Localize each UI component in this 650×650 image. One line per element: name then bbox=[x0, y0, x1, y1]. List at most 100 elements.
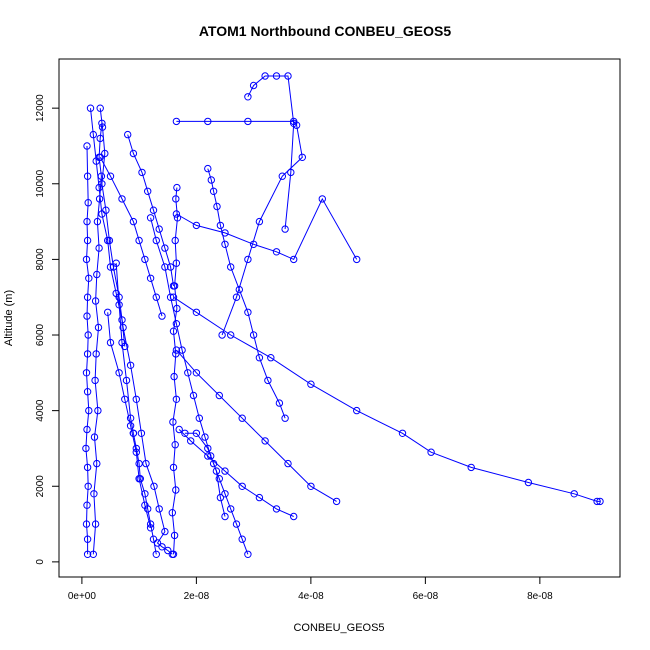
data-point bbox=[92, 350, 100, 358]
series-line bbox=[207, 168, 286, 419]
data-point bbox=[112, 259, 120, 267]
data-point bbox=[101, 149, 109, 158]
data-point bbox=[146, 214, 155, 222]
data-point bbox=[221, 512, 229, 521]
series-line bbox=[150, 217, 226, 517]
series-line bbox=[99, 157, 163, 317]
data-point bbox=[192, 429, 201, 437]
data-point bbox=[169, 418, 177, 426]
data-point bbox=[272, 505, 281, 513]
y-tick-label: 8000 bbox=[35, 248, 46, 271]
data-point bbox=[275, 399, 284, 407]
data-point bbox=[290, 119, 298, 128]
y-tick-label: 2000 bbox=[35, 475, 46, 498]
series-line bbox=[173, 296, 600, 502]
data-point bbox=[112, 289, 120, 298]
data-point bbox=[141, 501, 149, 509]
series-line bbox=[247, 75, 295, 230]
series-line bbox=[92, 123, 103, 555]
data-point bbox=[267, 354, 275, 362]
data-point bbox=[172, 486, 180, 494]
data-point bbox=[94, 406, 102, 415]
x-tick-label: 0e+00 bbox=[68, 591, 97, 602]
x-axis-label: CONBEU_GEOS5 bbox=[293, 622, 384, 634]
data-point bbox=[281, 225, 289, 233]
data-point bbox=[83, 172, 92, 180]
data-point bbox=[83, 550, 92, 558]
series-line bbox=[90, 108, 126, 347]
data-point bbox=[152, 293, 161, 301]
data-point bbox=[126, 361, 135, 369]
y-tick-label: 4000 bbox=[35, 399, 46, 422]
data-point bbox=[244, 550, 252, 558]
data-point bbox=[146, 274, 155, 282]
data-point bbox=[204, 164, 212, 173]
data-point bbox=[169, 550, 178, 558]
data-point bbox=[118, 316, 126, 324]
data-point bbox=[215, 391, 224, 400]
data-point bbox=[155, 225, 163, 233]
data-point bbox=[284, 459, 292, 468]
data-point bbox=[166, 263, 175, 271]
data-point bbox=[290, 512, 298, 521]
data-point bbox=[152, 550, 161, 558]
data-point bbox=[192, 221, 201, 230]
data-point bbox=[84, 331, 92, 339]
data-point bbox=[249, 331, 258, 339]
data-point bbox=[215, 475, 224, 483]
series-line bbox=[176, 349, 337, 502]
data-point bbox=[83, 236, 92, 245]
data-point bbox=[83, 535, 92, 543]
y-axis-label: Altitude (m) bbox=[3, 290, 15, 346]
data-point bbox=[172, 117, 181, 126]
data-point bbox=[161, 263, 169, 271]
data-point bbox=[122, 376, 131, 385]
data-point bbox=[93, 217, 102, 226]
data-point bbox=[135, 236, 143, 245]
x-axis: 0e+00 2e-08 4e-08 6e-08 8e-08 bbox=[68, 577, 553, 602]
data-point bbox=[284, 72, 292, 80]
data-point bbox=[126, 422, 135, 430]
data-point bbox=[187, 437, 195, 445]
data-point bbox=[89, 130, 98, 139]
series-line bbox=[176, 120, 303, 336]
data-point bbox=[221, 490, 229, 498]
data-point bbox=[307, 380, 315, 388]
series-line bbox=[99, 108, 173, 555]
series-line bbox=[171, 187, 179, 555]
data-point bbox=[124, 130, 132, 139]
plot-area bbox=[82, 72, 604, 558]
data-point bbox=[149, 535, 158, 543]
data-point bbox=[85, 274, 93, 282]
data-point bbox=[244, 93, 252, 101]
data-point bbox=[261, 72, 269, 80]
data-point bbox=[91, 376, 99, 385]
data-point bbox=[593, 497, 601, 506]
data-point bbox=[121, 342, 129, 351]
data-point bbox=[287, 168, 295, 177]
data-point bbox=[164, 546, 172, 555]
data-point bbox=[216, 221, 225, 230]
data-point bbox=[192, 369, 201, 377]
data-point bbox=[169, 327, 178, 335]
data-point bbox=[82, 444, 90, 453]
data-point bbox=[173, 304, 181, 313]
data-point bbox=[150, 482, 158, 490]
data-point bbox=[227, 263, 235, 271]
data-point bbox=[172, 395, 181, 403]
data-point bbox=[298, 153, 306, 162]
y-tick-label: 10000 bbox=[35, 169, 46, 197]
data-point bbox=[132, 395, 141, 403]
data-point bbox=[161, 527, 169, 536]
data-point bbox=[85, 406, 93, 415]
data-point bbox=[238, 535, 246, 543]
data-point bbox=[141, 490, 149, 498]
data-point bbox=[221, 229, 229, 237]
data-point bbox=[83, 217, 91, 226]
data-point bbox=[184, 369, 192, 377]
data-point bbox=[255, 493, 264, 502]
data-point bbox=[135, 459, 143, 468]
data-point bbox=[467, 463, 475, 472]
data-point bbox=[132, 448, 141, 456]
data-point bbox=[84, 482, 92, 490]
